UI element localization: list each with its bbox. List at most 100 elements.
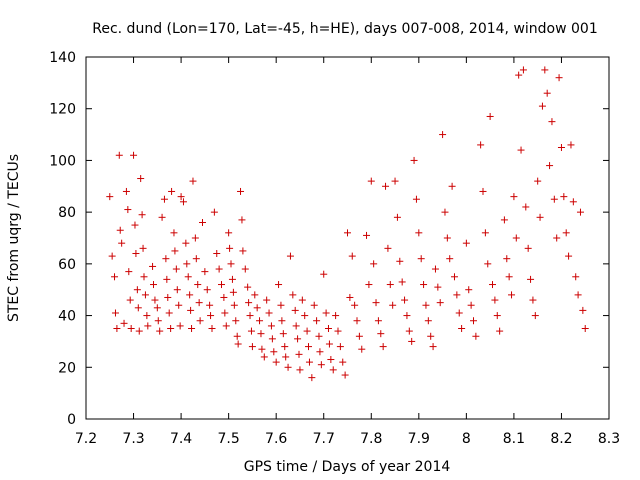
data-point — [189, 177, 197, 185]
data-point — [408, 337, 416, 345]
data-point — [515, 71, 523, 79]
data-point — [484, 260, 492, 268]
data-point — [295, 350, 303, 358]
data-point — [241, 265, 249, 273]
data-point — [531, 312, 539, 320]
data-point — [172, 265, 180, 273]
data-point — [187, 306, 195, 314]
data-point — [175, 301, 183, 309]
data-point — [410, 156, 418, 164]
data-point — [127, 325, 135, 332]
data-point — [329, 366, 337, 374]
data-point — [389, 301, 397, 309]
data-point — [384, 244, 392, 252]
data-point — [462, 239, 470, 247]
data-point — [218, 281, 226, 289]
data-point — [165, 309, 173, 317]
x-tick-label: 7.6 — [265, 431, 287, 447]
data-point — [308, 374, 316, 382]
data-point — [292, 322, 300, 330]
data-point — [372, 299, 380, 307]
data-point — [176, 322, 184, 330]
y-axis-label: STEC from uqrg / TECUs — [6, 154, 22, 322]
data-point — [124, 206, 132, 214]
data-point — [291, 306, 299, 314]
data-point — [405, 327, 413, 335]
data-point — [270, 348, 278, 356]
data-point — [138, 211, 146, 219]
data-point — [553, 234, 561, 242]
x-tick-label: 8 — [462, 431, 471, 447]
data-point — [278, 317, 286, 325]
data-point — [493, 312, 501, 320]
data-point — [522, 203, 530, 211]
data-point — [163, 275, 171, 283]
data-point — [477, 141, 485, 149]
data-point — [322, 309, 330, 317]
data-point — [170, 229, 178, 237]
data-point — [184, 273, 192, 281]
y-tick-label: 20 — [58, 360, 76, 376]
data-point — [196, 317, 204, 325]
data-point — [253, 304, 261, 312]
data-point — [162, 255, 170, 263]
data-point — [479, 187, 487, 195]
data-point — [284, 363, 292, 371]
data-point — [541, 66, 549, 74]
data-point — [562, 229, 570, 237]
data-point — [183, 260, 191, 268]
data-point — [429, 343, 437, 351]
data-point — [220, 293, 228, 301]
data-point — [324, 325, 332, 332]
data-point — [143, 312, 151, 320]
data-point — [396, 257, 404, 265]
data-point — [275, 281, 283, 289]
data-point — [576, 208, 584, 216]
data-point — [132, 250, 140, 258]
data-point — [412, 195, 420, 203]
data-point — [226, 244, 234, 252]
data-point — [393, 213, 401, 221]
data-point — [286, 252, 294, 260]
data-point — [536, 213, 544, 221]
data-point — [403, 312, 411, 320]
data-point — [281, 343, 289, 351]
data-point — [422, 301, 430, 309]
data-point — [546, 162, 554, 170]
data-point — [465, 286, 473, 294]
data-point — [248, 343, 256, 351]
data-point — [115, 151, 123, 159]
data-point — [581, 325, 589, 332]
data-point — [221, 309, 229, 317]
data-point — [441, 208, 449, 216]
x-tick-label: 7.5 — [218, 431, 240, 447]
data-point — [353, 317, 361, 325]
data-point — [446, 255, 454, 263]
data-point — [260, 353, 268, 361]
x-tick-label: 7.9 — [408, 431, 430, 447]
data-point — [171, 247, 179, 255]
data-point — [179, 198, 187, 206]
data-point — [263, 296, 271, 304]
data-point — [289, 291, 297, 299]
x-tick-label: 8.2 — [550, 431, 572, 447]
x-tick-label: 8.1 — [503, 431, 525, 447]
data-point — [398, 278, 406, 286]
data-point — [303, 327, 311, 335]
data-point — [298, 296, 306, 304]
data-point — [527, 275, 535, 283]
data-point — [348, 252, 356, 260]
y-tick-label: 140 — [49, 50, 76, 66]
data-point — [579, 306, 587, 314]
data-point — [534, 177, 542, 185]
data-point — [244, 283, 252, 291]
data-point — [510, 193, 518, 201]
data-point — [268, 335, 276, 343]
data-point — [305, 358, 313, 366]
data-point — [448, 182, 456, 190]
data-point — [120, 319, 128, 327]
data-point — [131, 221, 139, 229]
data-point — [186, 291, 194, 299]
data-point — [453, 291, 461, 299]
